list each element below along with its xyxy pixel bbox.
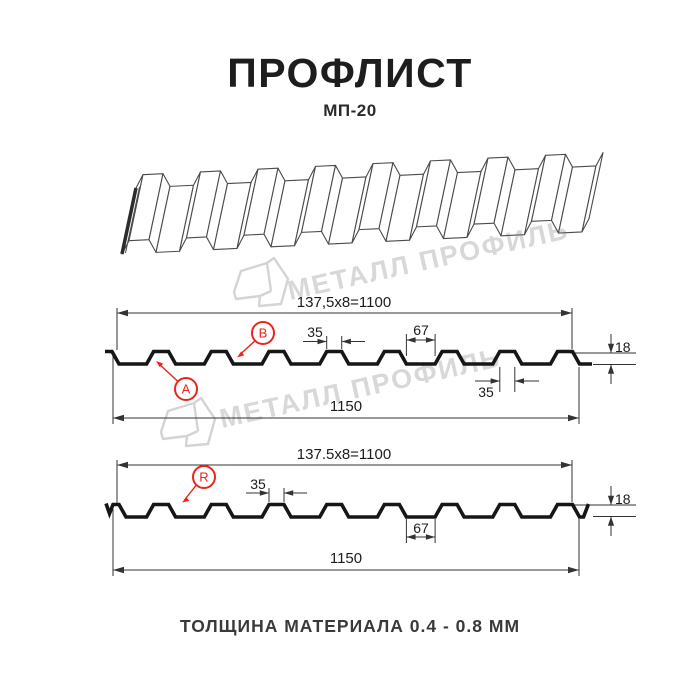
dim-height-2: 18 bbox=[615, 491, 631, 507]
profile-outline-r bbox=[104, 502, 591, 519]
svg-text:B: B bbox=[259, 326, 268, 341]
svg-text:R: R bbox=[199, 470, 208, 485]
cross-section-r: 137.5x8=1100 35 67 18 1150 bbox=[104, 446, 636, 576]
dim-crest-bottom-1: 35 bbox=[478, 384, 494, 400]
page-title: ПРОФЛИСТ bbox=[227, 50, 473, 96]
cross-section-ab: 137,5x8=1100 35 67 35 18 bbox=[105, 294, 636, 424]
profile-model-subtitle: МП-20 bbox=[323, 101, 377, 120]
material-thickness-note: ТОЛЩИНА МАТЕРИАЛА 0.4 - 0.8 ММ bbox=[179, 616, 521, 636]
dim-total-width-2: 1150 bbox=[330, 550, 362, 567]
dim-crest-2: 35 bbox=[250, 476, 266, 492]
svg-text:A: A bbox=[182, 382, 191, 397]
profile-outline-ab bbox=[105, 349, 592, 366]
dim-valley-2: 67 bbox=[413, 520, 429, 536]
metall-profil-logo-icon bbox=[159, 396, 217, 448]
label-r: R bbox=[182, 465, 216, 503]
dim-height-1: 18 bbox=[615, 339, 631, 355]
dim-crest-top-1: 35 bbox=[307, 324, 323, 340]
metall-profil-logo-icon bbox=[232, 256, 290, 308]
dim-total-width-1: 1150 bbox=[330, 398, 362, 415]
label-b: B bbox=[237, 321, 275, 358]
dim-pitch-1: 137,5x8=1100 bbox=[297, 294, 391, 311]
sheet-3d-view bbox=[120, 152, 604, 255]
dim-pitch-2: 137.5x8=1100 bbox=[297, 446, 391, 463]
label-a: A bbox=[156, 361, 198, 401]
dim-valley-1: 67 bbox=[413, 322, 429, 338]
